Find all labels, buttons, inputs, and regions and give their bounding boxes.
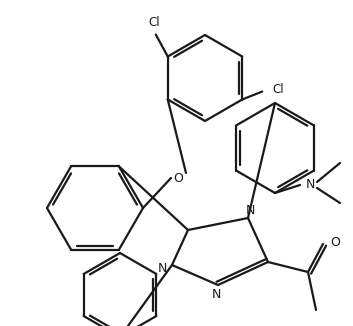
Text: N: N (157, 261, 167, 274)
Text: O: O (173, 171, 183, 185)
Text: O: O (330, 235, 340, 248)
Text: N: N (245, 203, 255, 216)
Text: Cl: Cl (148, 16, 160, 28)
Text: Cl: Cl (272, 83, 284, 96)
Text: N: N (305, 179, 315, 191)
Text: N: N (211, 288, 221, 301)
